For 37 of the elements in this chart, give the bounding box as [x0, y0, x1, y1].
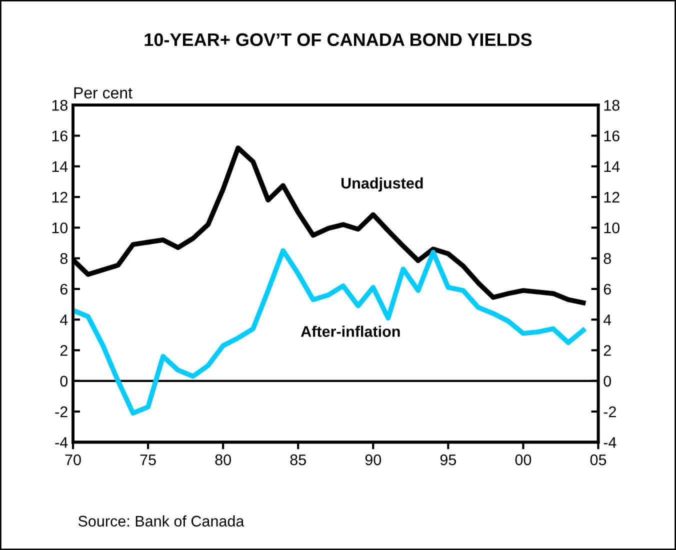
text: Unadjusted: [341, 177, 423, 192]
y-tick-label: 12: [52, 192, 68, 203]
x-tick-label: 85: [290, 454, 306, 466]
y2-tick-label: -2: [604, 406, 616, 418]
y-tick-label: 18: [52, 100, 68, 111]
y-tick-label: -4: [55, 437, 68, 448]
y-tick-label: 2: [60, 345, 68, 356]
x-tick-label: 70: [65, 454, 81, 466]
y-tick-label: 8: [60, 253, 68, 264]
x-tick-label: 00: [515, 454, 532, 466]
y2-tick-label: 10: [604, 222, 620, 234]
y2-tick-label: 12: [604, 192, 620, 203]
y-tick-label: 10: [52, 222, 68, 234]
x-tick-label: 95: [440, 454, 456, 466]
x-tick-label: 90: [365, 454, 382, 466]
y2-tick-label: 8: [604, 253, 611, 264]
y2-tick-label: 2: [604, 345, 611, 356]
y-tick-label: 14: [52, 161, 68, 172]
series-label: After-inflation: [300, 326, 400, 337]
y-tick-label: 4: [60, 314, 68, 326]
y-tick-label: -2: [55, 406, 68, 418]
y2-tick-label: 14: [604, 161, 620, 172]
y2-tick-label: 0: [604, 376, 612, 387]
x-tick-label: 75: [140, 454, 156, 466]
source-note: Source: Bank of Canada: [78, 515, 244, 527]
x-tick-label: 80: [215, 454, 231, 466]
chart-title: 10-YEAR+ GOV’T OF CANADA BOND YIELDS: [144, 33, 532, 46]
y-axis-title: Per cent: [74, 87, 132, 99]
y2-tick-label: 4: [603, 314, 612, 326]
y-tick-label: 16: [52, 130, 68, 142]
y2-tick-label: -4: [604, 437, 616, 448]
y-tick-label: 6: [60, 284, 68, 295]
y2-tick-label: 6: [604, 284, 611, 295]
x-tick-label: 05: [590, 454, 606, 466]
y-tick-label: 0: [60, 376, 68, 387]
y2-tick-label: 16: [604, 130, 620, 142]
y2-tick-label: 18: [604, 100, 620, 111]
